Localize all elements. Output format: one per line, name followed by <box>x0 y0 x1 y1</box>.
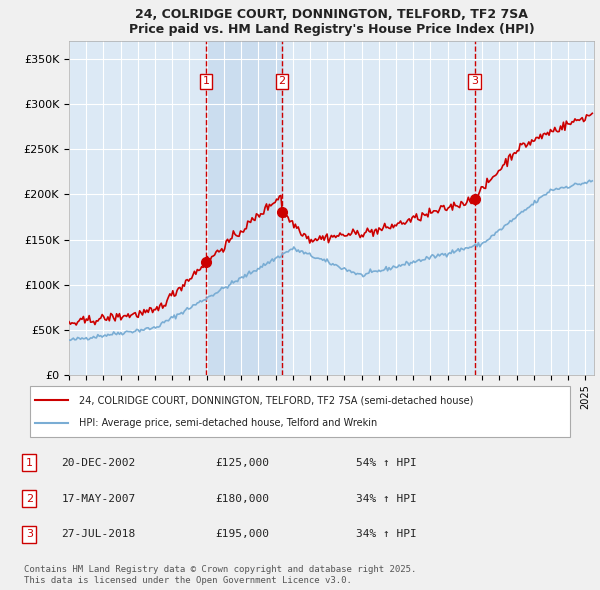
Text: Contains HM Land Registry data © Crown copyright and database right 2025.
This d: Contains HM Land Registry data © Crown c… <box>23 565 416 585</box>
Text: HPI: Average price, semi-detached house, Telford and Wrekin: HPI: Average price, semi-detached house,… <box>79 418 377 428</box>
Text: 54% ↑ HPI: 54% ↑ HPI <box>356 458 417 468</box>
Text: 2: 2 <box>278 76 286 86</box>
Text: £195,000: £195,000 <box>215 529 269 539</box>
Text: 34% ↑ HPI: 34% ↑ HPI <box>356 529 417 539</box>
Title: 24, COLRIDGE COURT, DONNINGTON, TELFORD, TF2 7SA
Price paid vs. HM Land Registry: 24, COLRIDGE COURT, DONNINGTON, TELFORD,… <box>128 8 535 36</box>
FancyBboxPatch shape <box>30 386 570 437</box>
Text: 3: 3 <box>26 529 33 539</box>
Text: £180,000: £180,000 <box>215 494 269 503</box>
Text: 1: 1 <box>203 76 209 86</box>
Text: 1: 1 <box>26 458 33 468</box>
Text: 27-JUL-2018: 27-JUL-2018 <box>61 529 136 539</box>
Text: 24, COLRIDGE COURT, DONNINGTON, TELFORD, TF2 7SA (semi-detached house): 24, COLRIDGE COURT, DONNINGTON, TELFORD,… <box>79 395 473 405</box>
Text: 34% ↑ HPI: 34% ↑ HPI <box>356 494 417 503</box>
Text: 2: 2 <box>26 494 33 503</box>
Text: 20-DEC-2002: 20-DEC-2002 <box>61 458 136 468</box>
Text: 17-MAY-2007: 17-MAY-2007 <box>61 494 136 503</box>
Bar <box>206 41 282 375</box>
Text: 3: 3 <box>471 76 478 86</box>
Text: £125,000: £125,000 <box>215 458 269 468</box>
